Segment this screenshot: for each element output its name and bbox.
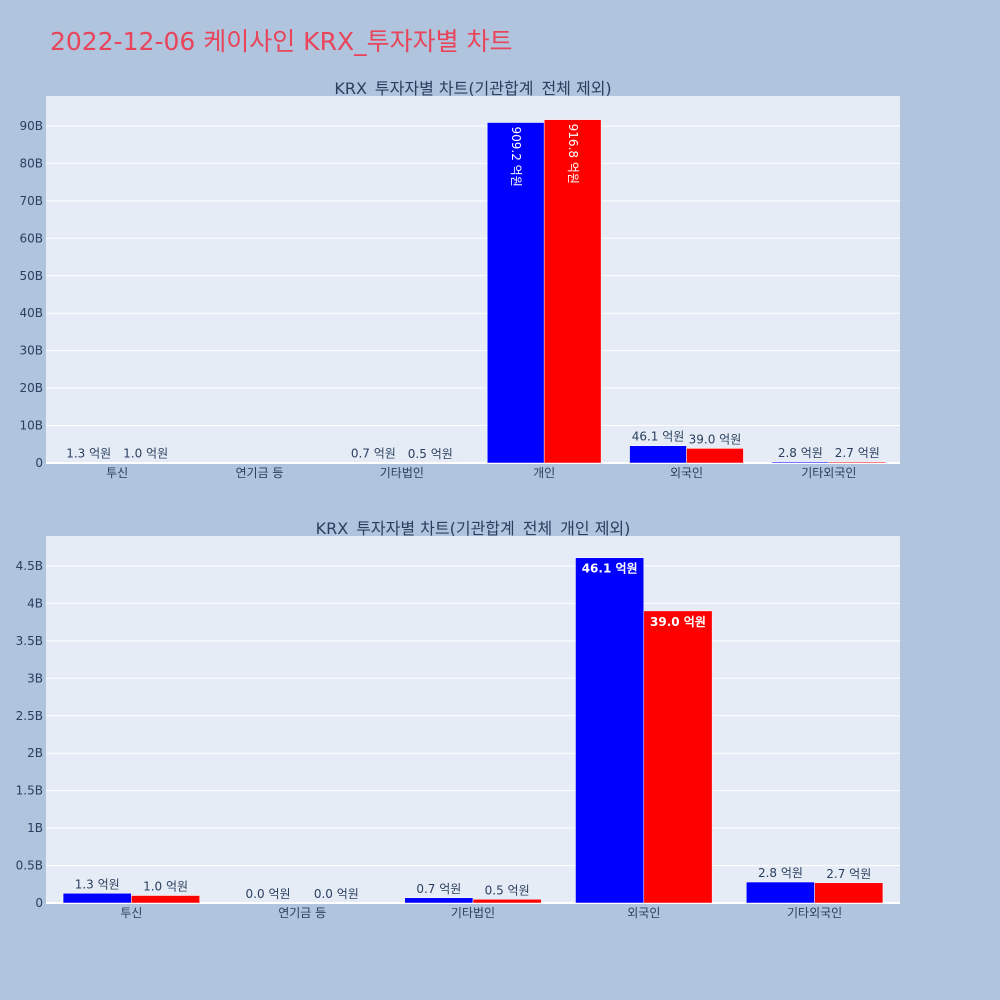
data-label: 39.0 억원 [650, 615, 706, 629]
x-tick-label: 기타법인 [380, 466, 424, 480]
data-label: 2.7 억원 [835, 446, 880, 460]
data-label: 1.3 억원 [75, 877, 120, 891]
data-label: 0.0 억원 [246, 887, 291, 901]
y-tick-label: 2B [27, 746, 43, 760]
y-tick-label: 2.5B [16, 709, 43, 723]
bar [746, 881, 815, 904]
data-label: 46.1 억원 [632, 430, 685, 444]
bar [404, 897, 474, 904]
y-tick-label: 50B [19, 269, 43, 283]
x-tick-label: 외국인 [670, 466, 703, 480]
data-label: 0.5 억원 [408, 447, 453, 461]
data-label: 1.3 억원 [66, 447, 111, 461]
data-label: 0.5 억원 [485, 883, 530, 897]
bar [771, 461, 830, 464]
y-tick-label: 3.5B [16, 634, 43, 648]
y-tick-label: 3B [27, 671, 43, 685]
y-tick-label: 4.5B [16, 559, 43, 573]
bar [131, 895, 200, 904]
bar [814, 882, 884, 904]
x-tick-label: 개인 [533, 466, 555, 480]
data-label: 0.7 억원 [351, 447, 396, 461]
y-tick-label: 0 [35, 896, 43, 910]
y-tick-label: 40B [19, 306, 43, 320]
y-tick-label: 90B [19, 119, 43, 133]
data-label: 46.1 억원 [582, 562, 638, 576]
x-tick-label: 투신 [120, 906, 142, 920]
plot-area [46, 536, 900, 903]
y-tick-label: 10B [19, 419, 43, 433]
data-label: 39.0 억원 [689, 432, 742, 446]
bar [62, 893, 132, 904]
x-tick-label: 투신 [106, 466, 128, 480]
y-tick-label: 0 [35, 456, 43, 470]
chart-title: KRX_투자자별 차트(기관합계_전체 제외) [334, 79, 611, 99]
page-title: 2022-12-06 케이사인 KRX_투자자별 차트 [50, 27, 513, 56]
data-label: 909.2 억원 [509, 127, 523, 187]
data-label: 1.0 억원 [143, 880, 188, 894]
y-tick-label: 4B [27, 596, 43, 610]
y-tick-label: 30B [19, 344, 43, 358]
bar [472, 899, 542, 904]
data-label: 2.8 억원 [758, 866, 803, 880]
bar [543, 119, 602, 464]
data-label: 0.0 억원 [314, 887, 359, 901]
bar [686, 448, 744, 464]
y-tick-label: 0.5B [16, 859, 43, 873]
data-label: 1.0 억원 [123, 447, 168, 461]
y-tick-label: 70B [19, 194, 43, 208]
bar [629, 445, 687, 464]
bar [575, 557, 645, 904]
data-label: 2.7 억원 [826, 867, 871, 881]
bar [486, 122, 545, 464]
x-tick-label: 연기금 등 [278, 906, 326, 920]
y-tick-label: 20B [19, 381, 43, 395]
plot-area [46, 96, 900, 463]
chart-title: KRX_투자자별 차트(기관합계_전체_개인 제외) [316, 519, 631, 539]
x-tick-label: 기타외국인 [787, 906, 842, 920]
y-tick-label: 60B [19, 231, 43, 245]
data-label: 916.8 억원 [566, 124, 580, 184]
x-tick-label: 외국인 [627, 906, 660, 920]
bar [828, 461, 887, 464]
y-tick-label: 80B [19, 156, 43, 170]
bar [643, 610, 713, 904]
x-tick-label: 연기금 등 [236, 466, 284, 480]
data-label: 2.8 억원 [778, 446, 823, 460]
data-label: 0.7 억원 [416, 882, 461, 896]
x-tick-label: 기타법인 [451, 906, 495, 920]
y-tick-label: 1B [27, 821, 43, 835]
y-tick-label: 1.5B [16, 784, 43, 798]
x-tick-label: 기타외국인 [801, 466, 856, 480]
